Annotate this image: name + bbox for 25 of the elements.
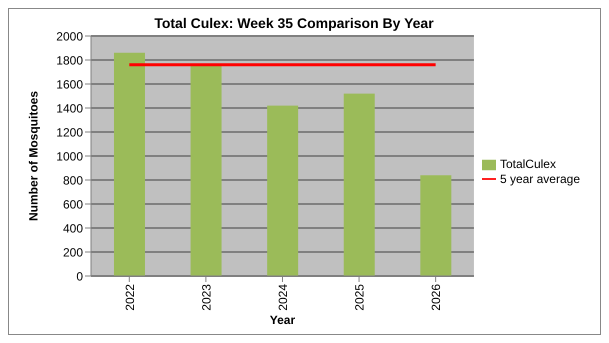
legend-label: 5 year average xyxy=(500,172,580,186)
y-tick-label: 400 xyxy=(62,221,84,236)
y-axis-title: Number of Mosquitoes xyxy=(26,90,40,221)
y-tick-label: 600 xyxy=(62,197,84,212)
y-tick-label: 1400 xyxy=(56,101,84,116)
y-tick-label: 800 xyxy=(62,173,84,188)
x-tick-label: 2022 xyxy=(122,284,137,311)
x-tick-label: 2026 xyxy=(429,284,444,311)
x-tick-label: 2023 xyxy=(199,284,214,311)
bar xyxy=(344,94,375,276)
chart-title: Total Culex: Week 35 Comparison By Year xyxy=(153,15,435,31)
y-tick-label: 1000 xyxy=(56,149,84,164)
x-axis-title: Year xyxy=(270,313,296,327)
y-tick-label: 1800 xyxy=(56,53,84,68)
legend-label: TotalCulex xyxy=(500,156,556,171)
bar xyxy=(114,52,145,276)
y-tick-label: 0 xyxy=(76,269,84,284)
y-tick-label: 1600 xyxy=(56,77,84,92)
y-tick-label: 2000 xyxy=(56,29,84,44)
bar xyxy=(420,175,452,276)
y-tick-label: 1200 xyxy=(56,125,84,140)
x-tick-label: 2024 xyxy=(276,284,290,311)
x-tick-label: 2025 xyxy=(352,284,367,311)
y-tick-label: 200 xyxy=(62,245,84,260)
bar xyxy=(267,106,298,276)
